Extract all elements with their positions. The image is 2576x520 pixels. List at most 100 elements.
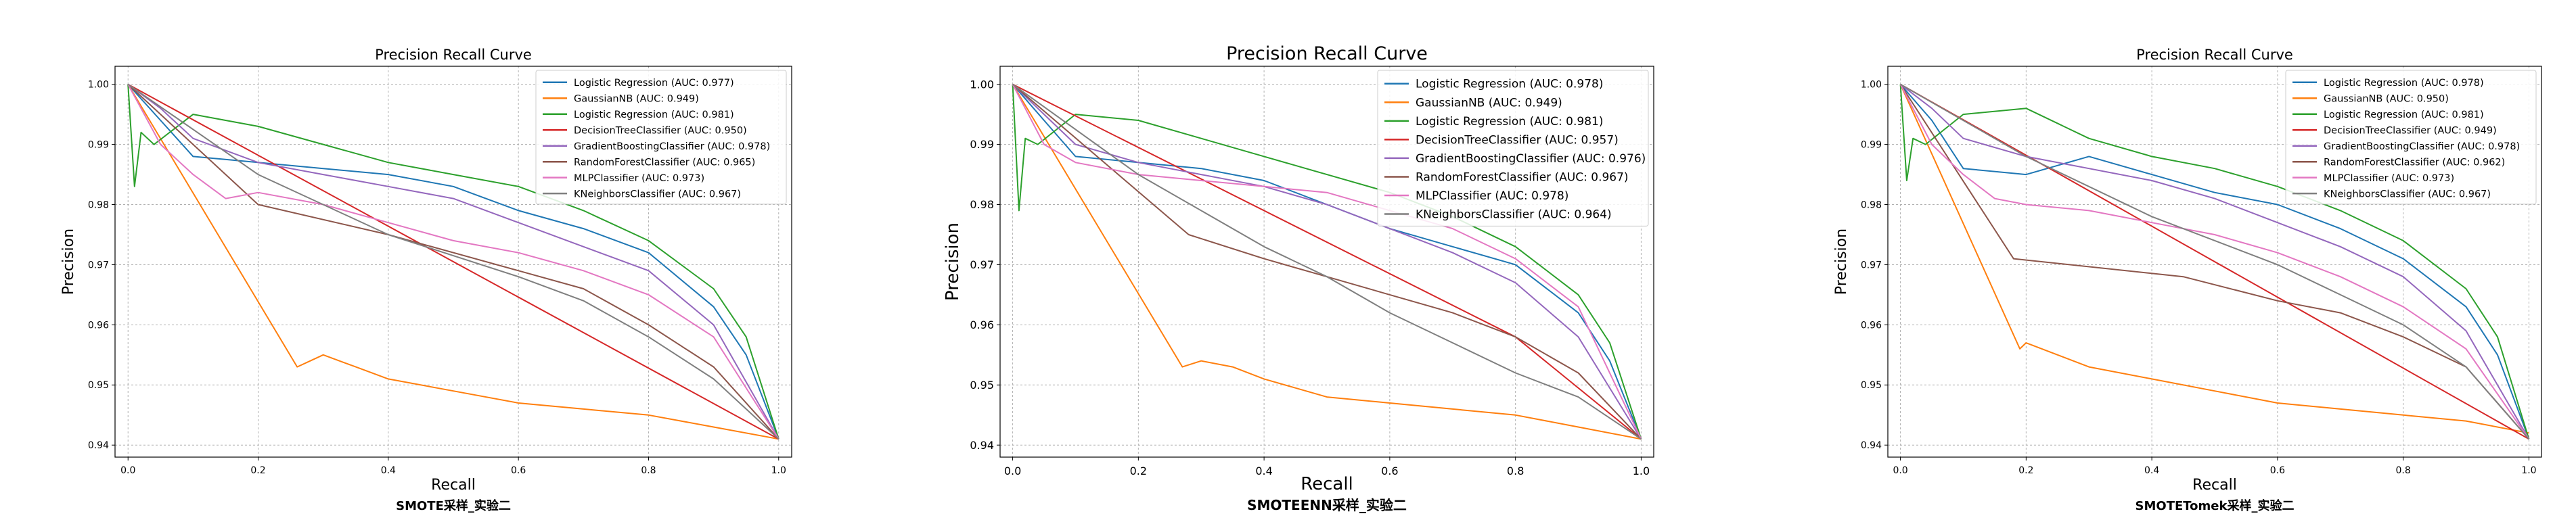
y-tick-label: 0.94: [970, 439, 994, 452]
legend-label: GradientBoostingClassifier (AUC: 0.978): [574, 141, 770, 152]
chart-title: Precision Recall Curve: [2136, 47, 2293, 63]
x-tick-label: 0.2: [2018, 465, 2033, 476]
y-tick-label: 1.00: [970, 78, 994, 91]
series-line-6: [1012, 83, 1642, 440]
legend-label: KNeighborsClassifier (AUC: 0.967): [574, 189, 741, 199]
y-tick-label: 0.94: [1861, 440, 1882, 451]
series-line-7: [1012, 84, 1642, 440]
legend-label: GradientBoostingClassifier (AUC: 0.978): [2324, 141, 2520, 152]
x-tick-label: 0.0: [1893, 465, 1907, 476]
series-line-3: [127, 84, 779, 440]
series-line-2: [1012, 84, 1642, 440]
series-line-1: [1899, 84, 2530, 440]
plot-frame: [999, 66, 1654, 458]
y-tick-label: 0.97: [1861, 260, 1882, 270]
chart-subtitle: SMOTEENN采样_实验二: [1247, 497, 1407, 513]
x-tick-label: 0.6: [1381, 465, 1398, 477]
x-tick-label: 0.0: [1004, 465, 1021, 477]
chart-panel-3: 0.0 0.2 0.4 0.6 0.8 1.0 0.94 0.95 0.96 0.97 0.98 0.…: [1833, 47, 2542, 513]
y-tick-label: 0.96: [970, 318, 994, 331]
x-tick-label: 0.8: [2396, 465, 2411, 476]
y-tick-label: 0.99: [88, 140, 109, 151]
legend-label: RandomForestClassifier (AUC: 0.965): [574, 157, 755, 168]
x-tick-label: 0.2: [1130, 465, 1147, 477]
y-axis-label: Precision: [943, 222, 963, 301]
plot-frame: [1887, 66, 2542, 458]
y-tick-label: 0.98: [88, 199, 109, 210]
legend-box: [1377, 70, 1649, 227]
legend-label: Logistic Regression (AUC: 0.981): [1416, 115, 1603, 128]
x-tick-label: 1.0: [771, 465, 786, 476]
x-tick-label: 1.0: [1633, 465, 1650, 477]
legend-label: GradientBoostingClassifier (AUC: 0.976): [1416, 152, 1646, 166]
x-tick-label: 0.4: [2144, 465, 2159, 476]
x-axis-label: Recall: [2192, 477, 2237, 494]
legend-label: Logistic Regression (AUC: 0.977): [574, 78, 734, 89]
series-line-8: [1012, 83, 1642, 440]
y-axis-label: Precision: [60, 229, 77, 295]
legend-label: Logistic Regression (AUC: 0.978): [2324, 78, 2484, 89]
chart-subtitle: SMOTETomek采样_实验二: [2136, 498, 2295, 513]
legend-label: GaussianNB (AUC: 0.949): [1416, 96, 1562, 110]
legend-label: GaussianNB (AUC: 0.950): [2324, 93, 2449, 104]
x-axis-label: Recall: [1301, 474, 1353, 494]
y-tick-label: 0.96: [88, 320, 109, 331]
legend-box: [2285, 70, 2537, 205]
chart-subtitle: SMOTE采样_实验二: [396, 498, 511, 513]
plot-frame: [114, 66, 792, 458]
series-line-2: [1899, 84, 2529, 434]
series-line-8: [127, 83, 779, 440]
y-tick-label: 0.98: [970, 198, 994, 211]
x-tick-label: 0.8: [1507, 465, 1524, 477]
y-axis-label: Precision: [1833, 229, 1850, 295]
x-tick-label: 0.4: [1255, 465, 1272, 477]
series-line-7: [127, 84, 779, 440]
legend-label: GaussianNB (AUC: 0.949): [574, 93, 699, 104]
y-tick-label: 0.99: [970, 138, 994, 151]
x-axis-label: Recall: [431, 477, 476, 494]
series-line-5: [1899, 83, 2530, 440]
series-line-6: [127, 83, 779, 440]
y-tick-label: 0.97: [970, 258, 994, 271]
chart-panel-1: 0.0 0.2 0.4 0.6 0.8 1.0 0.94 0.95 0.96 0.97 0.98 0.…: [60, 47, 792, 513]
legend-label: KNeighborsClassifier (AUC: 0.964): [1416, 208, 1612, 222]
series-line-3: [1012, 84, 1642, 440]
series-line-2: [127, 84, 779, 440]
y-tick-label: 0.95: [1861, 380, 1882, 391]
y-tick-label: 0.94: [88, 440, 109, 451]
series-line-4: [127, 83, 779, 440]
legend-label: DecisionTreeClassifier (AUC: 0.957): [1416, 133, 1619, 147]
y-tick-label: 0.99: [1861, 140, 1882, 151]
legend-label: KNeighborsClassifier (AUC: 0.967): [2324, 189, 2491, 199]
legend-label: RandomForestClassifier (AUC: 0.967): [1416, 170, 1629, 184]
y-tick-label: 0.98: [1861, 199, 1882, 210]
series-line-3: [1899, 84, 2530, 440]
chart-panel-2: 0.0 0.2 0.4 0.6 0.8 1.0 0.94 0.95 0.96 0.97 0.98 0.…: [943, 43, 1654, 513]
legend-label: MLPClassifier (AUC: 0.973): [2324, 173, 2454, 184]
series-line-5: [1012, 83, 1642, 440]
x-tick-label: 0.6: [2270, 465, 2285, 476]
y-tick-label: 1.00: [1861, 80, 1882, 91]
series-line-8: [1900, 83, 2530, 440]
y-tick-label: 0.97: [88, 260, 109, 270]
legend-label: Logistic Regression (AUC: 0.978): [1416, 78, 1603, 91]
x-tick-label: 0.0: [120, 465, 135, 476]
x-tick-label: 0.6: [511, 465, 526, 476]
chart-title: Precision Recall Curve: [375, 47, 532, 63]
legend-box: [535, 70, 787, 205]
x-tick-label: 0.8: [641, 465, 656, 476]
x-tick-label: 1.0: [2521, 465, 2536, 476]
chart-title: Precision Recall Curve: [1226, 43, 1428, 64]
legend-label: MLPClassifier (AUC: 0.973): [574, 173, 704, 184]
legend-label: MLPClassifier (AUC: 0.978): [1416, 189, 1568, 203]
series-line-6: [1899, 84, 2530, 440]
series-line-7: [1899, 84, 2530, 440]
y-tick-label: 0.96: [1861, 320, 1882, 331]
x-tick-label: 0.4: [381, 465, 396, 476]
legend-label: DecisionTreeClassifier (AUC: 0.950): [574, 125, 747, 136]
series-line-1: [127, 84, 779, 440]
legend-label: RandomForestClassifier (AUC: 0.962): [2324, 157, 2505, 168]
series-line-5: [127, 83, 779, 440]
